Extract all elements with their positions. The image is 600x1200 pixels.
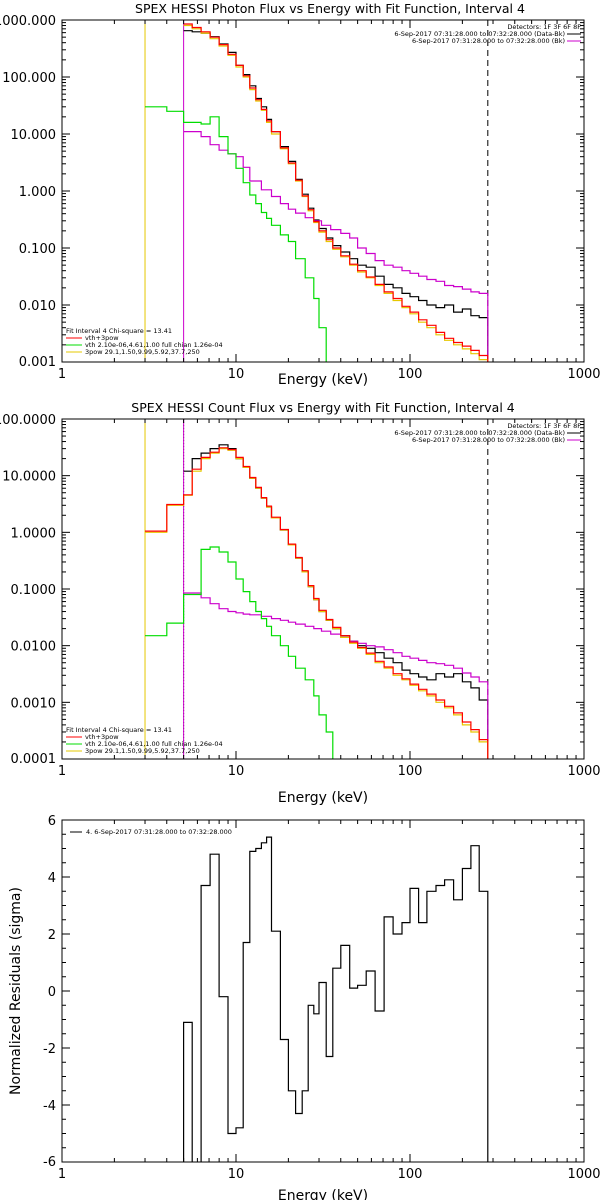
y-tick-label: 0.0010 [11,696,57,711]
y-tick-label: 0.1000 [11,583,57,598]
y-tick-label: 6 [48,814,56,829]
legend-entry-bk: 6-Sep-2017 07:31:28.000 to 07:32:28.000 … [412,37,565,45]
x-tick-label: 1 [58,1167,66,1182]
y-tick-label: -2 [43,1042,56,1057]
y-tick-label: 0.0001 [11,752,57,767]
legend-entry-vth: vth 2.10e-06,4.61,1.00 full chian 1.26e-… [85,740,223,748]
series-line-2 [145,106,327,362]
series-line-1 [183,131,489,362]
y-tick-label: 1000.000 [0,14,56,29]
x-axis-label: Energy (keV) [278,790,368,806]
x-tick-label: 1000 [567,1167,600,1182]
legend-entry-3pow: 3pow 29.1,1.50,9.99,5.92,37.7,250 [85,747,200,755]
x-axis-label: Energy (keV) [278,1188,368,1200]
y-tick-label: 1.0000 [11,526,57,541]
y-tick-label: 0.001 [19,355,56,370]
photon-flux-chart: SPEX HESSI Photon Flux vs Energy with Fi… [0,1,600,388]
chart-title: SPEX HESSI Photon Flux vs Energy with Fi… [135,1,525,16]
count-flux-chart: SPEX HESSI Count Flux vs Energy with Fit… [0,400,600,806]
legend-header: Detectors: 1F 3F 6F 8F [507,422,581,430]
legend-interval: 4. 6-Sep-2017 07:31:28.000 to 07:32:28.0… [70,828,232,836]
x-tick-label: 10 [228,1167,245,1182]
x-tick-label: 1000 [567,367,600,382]
y-tick-label: 4 [48,871,56,886]
x-tick-label: 100 [398,1167,423,1182]
y-tick-label: 2 [48,928,56,943]
legend-header: Detectors: 1F 3F 6F 8F [507,23,581,31]
y-tick-label: 100.000 [2,71,56,86]
x-tick-label: 1000 [567,764,600,779]
x-tick-label: 1 [58,764,66,779]
y-tick-label: 100.0000 [0,413,56,428]
legend-detectors: Detectors: 1F 3F 6F 8F 6-Sep-2017 07:31:… [394,422,581,444]
series-line-0 [183,836,489,1162]
y-tick-label: 0 [48,985,56,1000]
series-line-4 [183,23,489,362]
y-tick-label: 0.100 [19,242,56,257]
y-tick-label: 1.000 [19,185,56,200]
series-line-2 [145,546,334,759]
chart-title: SPEX HESSI Count Flux vs Energy with Fit… [131,400,514,415]
legend-fit-header: Fit Interval 4 Chi-square = 13.41 [66,327,172,335]
legend-detectors: Detectors: 1F 3F 6F 8F 6-Sep-2017 07:31:… [394,23,581,45]
residuals-chart: 1 10 100 1000 -6 -4 -2 0 2 4 6 Energy (keV) Normal… [8,814,600,1200]
legend-entry-3pow: 3pow 29.1,1.50,9.99,5.92,37.7,250 [85,348,200,356]
x-tick-label: 10 [228,764,245,779]
y-tick-label: -4 [43,1099,56,1114]
legend-fit-header: Fit Interval 4 Chi-square = 13.41 [66,726,172,734]
legend-fit: Fit Interval 4 Chi-square = 13.41 vth+3p… [66,726,223,755]
y-tick-label: -6 [43,1155,56,1170]
legend-entry-data-bk: 6-Sep-2017 07:31:28.000 to 07:32:28.000 … [394,429,565,437]
legend-entry-vth-3pow: vth+3pow [85,334,119,342]
y-tick-label: 0.0100 [11,640,57,655]
y-tick-label: 0.010 [19,299,56,314]
x-tick-label: 1 [58,367,66,382]
y-axis-label: Normalized Residuals (sigma) [8,887,24,1095]
legend-entry-data-bk: 6-Sep-2017 07:31:28.000 to 07:32:28.000 … [394,30,565,38]
legend-entry-interval: 4. 6-Sep-2017 07:31:28.000 to 07:32:28.0… [86,828,232,836]
x-axis-label: Energy (keV) [278,372,368,388]
series-line-4 [145,447,489,759]
legend-fit: Fit Interval 4 Chi-square = 13.41 vth+3p… [66,327,223,356]
y-tick-label: 10.0000 [2,470,56,485]
legend-entry-vth-3pow: vth+3pow [85,733,119,741]
x-tick-label: 100 [398,764,423,779]
legend-entry-bk: 6-Sep-2017 07:31:28.000 to 07:32:28.000 … [412,436,565,444]
y-tick-label: 10.000 [11,128,57,143]
x-tick-label: 10 [228,367,245,382]
x-tick-label: 100 [398,367,423,382]
legend-entry-vth: vth 2.10e-06,4.61,1.00 full chian 1.26e-… [85,341,223,349]
